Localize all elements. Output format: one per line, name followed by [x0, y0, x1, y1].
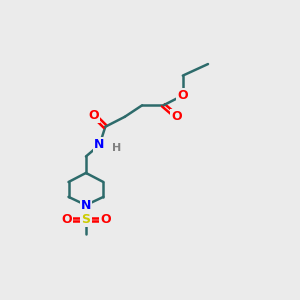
Text: O: O	[178, 89, 188, 102]
Text: O: O	[88, 109, 99, 122]
Text: O: O	[61, 213, 72, 226]
Text: O: O	[172, 110, 182, 123]
Text: O: O	[100, 213, 111, 226]
Text: N: N	[81, 199, 91, 212]
Text: H: H	[112, 143, 122, 153]
Text: S: S	[81, 213, 90, 226]
Text: N: N	[94, 138, 105, 152]
